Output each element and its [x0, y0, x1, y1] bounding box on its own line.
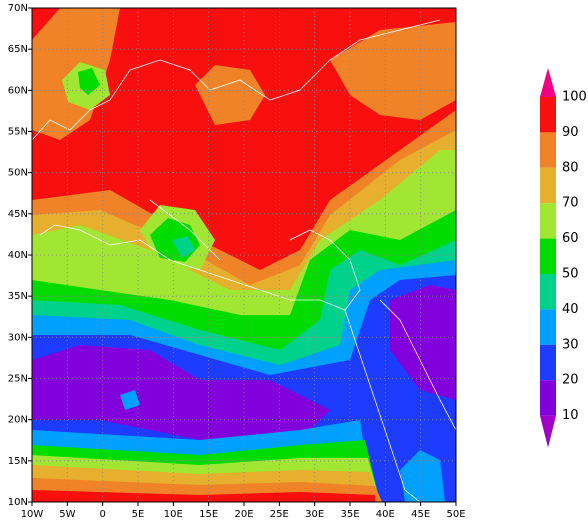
- colorbar-label: 60: [562, 231, 579, 246]
- y-tick-label: 70N: [8, 3, 28, 14]
- y-tick-label: 60N: [8, 85, 28, 96]
- colorbar-segment: [540, 132, 556, 168]
- colorbar: 100 90 80 70 60 50 40 30 20 10: [540, 68, 587, 448]
- colorbar-segment: [540, 167, 556, 204]
- x-tick-label: 40E: [376, 509, 395, 520]
- x-tick-label: 50E: [446, 509, 465, 520]
- x-tick-label: 25E: [270, 509, 289, 520]
- colorbar-triangle: [540, 415, 556, 448]
- x-tick-label: 15E: [199, 509, 218, 520]
- colorbar-label: 30: [562, 337, 579, 352]
- colorbar-label: 90: [562, 125, 579, 140]
- y-tick-label: 10N: [8, 497, 28, 508]
- graticule: [32, 8, 456, 502]
- x-tick-label: 35E: [340, 509, 359, 520]
- colorbar-label: 70: [562, 196, 579, 211]
- x-tick-label: 10E: [164, 509, 183, 520]
- y-tick-label: 30N: [8, 332, 28, 343]
- colorbar-segment: [540, 238, 556, 274]
- contour-region: [32, 345, 330, 440]
- y-tick-label: 50N: [8, 168, 28, 179]
- x-tick-label: 45E: [411, 509, 430, 520]
- colorbar-label: 40: [562, 302, 579, 317]
- x-tick-label: 5W: [59, 509, 75, 520]
- y-tick-label: 15N: [8, 456, 28, 467]
- y-tick-label: 35N: [8, 291, 28, 302]
- y-tick-label: 55N: [8, 127, 28, 138]
- contour-region: [120, 390, 140, 410]
- coastline: [32, 19, 441, 141]
- x-tick-label: 0: [99, 509, 105, 520]
- coastline: [379, 299, 456, 431]
- x-tick-label: 20E: [234, 509, 253, 520]
- contour-region: [330, 22, 456, 120]
- colorbar-label: 80: [562, 160, 579, 175]
- colorbar-segment: [540, 380, 556, 416]
- contour-region: [78, 68, 100, 95]
- axis-labels: 10W 5W 0 5E 10E 15E 20E 25E 30E 35E 40E 45E 50E 70N 65…: [8, 3, 466, 520]
- coastline: [149, 199, 221, 261]
- y-tick-label: 25N: [8, 374, 28, 385]
- coastline: [344, 309, 421, 502]
- colorbar-triangle: [540, 68, 556, 97]
- colorbar-label: 10: [562, 408, 579, 423]
- coastline: [39, 224, 361, 311]
- coastlines: [32, 19, 456, 502]
- y-tick-label: 20N: [8, 415, 28, 426]
- colorbar-segment: [540, 309, 556, 345]
- contour-region: [32, 490, 375, 502]
- colorbar-segment: [540, 344, 556, 381]
- x-tick-label: 30E: [305, 509, 324, 520]
- colorbar-label: 20: [562, 373, 579, 388]
- contour-region: [400, 450, 445, 502]
- contour-region: [390, 285, 456, 400]
- colorbar-segment: [540, 203, 556, 239]
- x-tick-label: 10W: [21, 509, 44, 520]
- colorbar-label: 100: [562, 90, 587, 105]
- y-tick-label: 65N: [8, 44, 28, 55]
- y-tick-label: 45N: [8, 209, 28, 220]
- y-tick-label: 40N: [8, 250, 28, 261]
- contour-region: [172, 236, 195, 258]
- colorbar-segment: [540, 274, 556, 310]
- colorbar-label: 50: [562, 267, 579, 282]
- x-tick-label: 5E: [132, 509, 145, 520]
- colorbar-segment: [540, 97, 556, 133]
- contour-region: [195, 65, 265, 125]
